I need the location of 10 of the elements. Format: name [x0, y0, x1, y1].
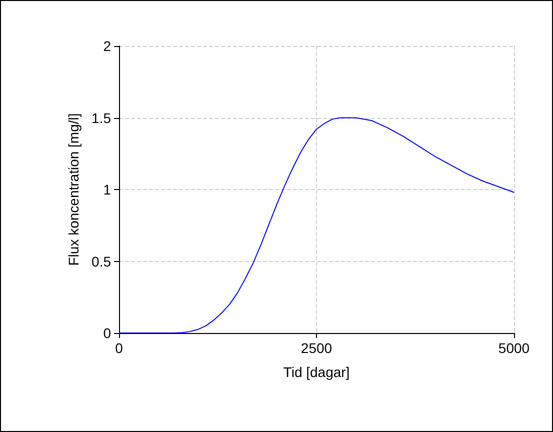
y-tick-label: 0	[103, 325, 112, 341]
x-tick-label: 2500	[300, 340, 332, 356]
y-tick-label: 2	[103, 38, 112, 54]
x-tick-label: 5000	[498, 340, 530, 356]
x-axis-title: Tid [dagar]	[283, 364, 350, 380]
y-axis-title: Flux koncentration [mg/l]	[66, 113, 82, 266]
y-tick-label: 1.5	[92, 110, 112, 126]
y-tick-label: 0.5	[92, 253, 112, 270]
x-tick-label: 0	[115, 340, 124, 356]
y-tick-label: 1	[103, 182, 112, 198]
